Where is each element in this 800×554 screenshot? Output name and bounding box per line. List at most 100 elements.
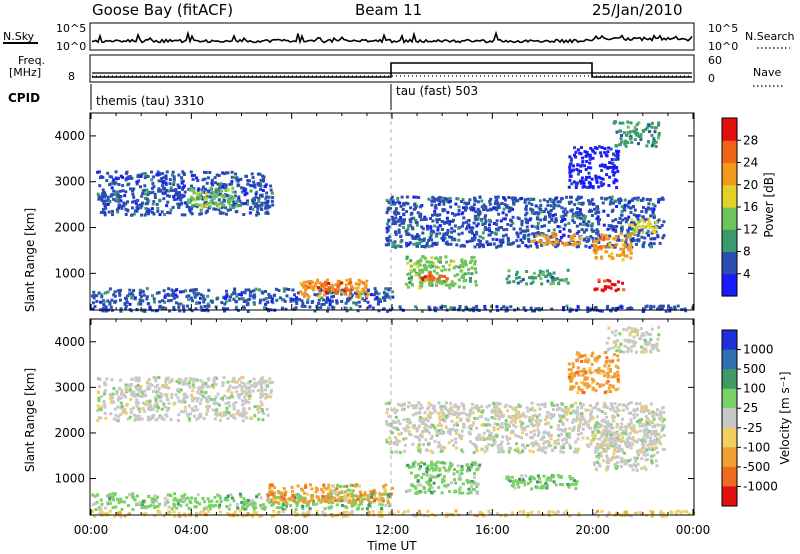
data-cell: [247, 381, 250, 385]
data-cell: [393, 407, 396, 411]
data-cell: [219, 182, 223, 186]
data-cell: [269, 188, 273, 192]
data-cell: [614, 218, 618, 222]
data-cell: [649, 214, 653, 218]
data-cell: [373, 498, 377, 502]
data-cell: [317, 496, 321, 500]
data-cell: [194, 405, 198, 408]
data-cell: [227, 411, 231, 415]
data-cell: [523, 200, 527, 204]
data-cell: [240, 190, 244, 194]
data-cell: [633, 208, 637, 212]
data-cell: [475, 304, 479, 308]
data-cell: [421, 231, 425, 235]
data-cell: [183, 400, 187, 404]
data-cell: [198, 392, 202, 396]
data-cell: [497, 407, 501, 411]
data-cell: [651, 237, 655, 241]
data-cell: [437, 441, 441, 444]
data-cell: [113, 407, 117, 411]
data-cell: [555, 239, 559, 243]
data-cell: [661, 427, 665, 430]
data-cell: [488, 219, 491, 223]
data-cell: [225, 293, 229, 297]
data-cell: [468, 261, 472, 264]
data-cell: [425, 241, 429, 245]
data-cell: [177, 206, 181, 209]
data-cell: [176, 396, 180, 400]
data-cell: [106, 171, 110, 175]
data-cell: [354, 500, 358, 504]
data-cell: [544, 418, 547, 422]
data-cell: [223, 498, 227, 502]
data-cell: [189, 170, 193, 174]
data-cell: [365, 295, 369, 299]
data-cell: [198, 301, 202, 305]
data-cell: [107, 200, 111, 204]
data-cell: [431, 241, 435, 245]
data-cell: [188, 417, 191, 421]
data-cell: [500, 306, 504, 310]
data-cell: [496, 427, 500, 431]
data-cell: [346, 492, 350, 496]
data-cell: [128, 388, 132, 392]
data-cell: [615, 405, 619, 409]
data-cell: [402, 203, 406, 207]
data-cell: [412, 242, 416, 246]
data-cell: [402, 407, 406, 411]
data-cell: [540, 243, 544, 247]
data-cell: [582, 417, 586, 421]
data-cell: [529, 282, 533, 285]
data-cell: [653, 237, 657, 241]
data-cell: [114, 299, 118, 303]
data-cell: [225, 289, 228, 293]
data-cell: [609, 226, 613, 230]
data-cell: [270, 297, 274, 301]
data-cell: [510, 219, 513, 223]
data-cell: [611, 201, 615, 205]
data-cell: [136, 494, 139, 498]
data-cell: [454, 403, 457, 407]
data-cell: [450, 439, 454, 443]
data-cell: [212, 380, 216, 384]
data-cell: [562, 442, 566, 446]
data-cell: [629, 401, 633, 405]
data-cell: [153, 300, 156, 304]
data-cell: [613, 244, 617, 248]
data-cell: [522, 229, 526, 233]
data-cell: [534, 440, 538, 444]
data-cell: [610, 402, 614, 406]
data-cell: [618, 305, 622, 309]
data-cell: [149, 417, 153, 421]
data-cell: [559, 450, 563, 454]
data-cell: [194, 307, 198, 311]
data-cell: [451, 284, 455, 288]
data-cell: [190, 378, 194, 382]
data-cell: [530, 211, 534, 215]
data-cell: [430, 256, 434, 260]
data-cell: [132, 495, 135, 499]
data-cell: [531, 208, 535, 212]
data-cell: [567, 407, 571, 411]
data-cell: [165, 394, 169, 398]
data-cell: [649, 237, 653, 241]
data-cell: [612, 283, 616, 287]
data-cell: [343, 289, 347, 293]
data-cell: [625, 204, 629, 208]
data-cell: [647, 123, 651, 127]
data-cell: [212, 207, 216, 211]
data-cell: [445, 199, 449, 203]
data-cell: [351, 484, 355, 487]
data-cell: [124, 387, 128, 391]
data-cell: [609, 286, 613, 290]
data-cell: [600, 233, 604, 237]
data-cell: [435, 280, 439, 284]
data-cell: [348, 278, 352, 281]
data-cell: [511, 198, 515, 202]
data-cell: [218, 201, 222, 205]
data-cell: [108, 499, 112, 503]
data-cell: [175, 288, 179, 292]
data-cell: [172, 189, 176, 193]
data-cell: [119, 204, 123, 208]
data-cell: [251, 176, 255, 180]
